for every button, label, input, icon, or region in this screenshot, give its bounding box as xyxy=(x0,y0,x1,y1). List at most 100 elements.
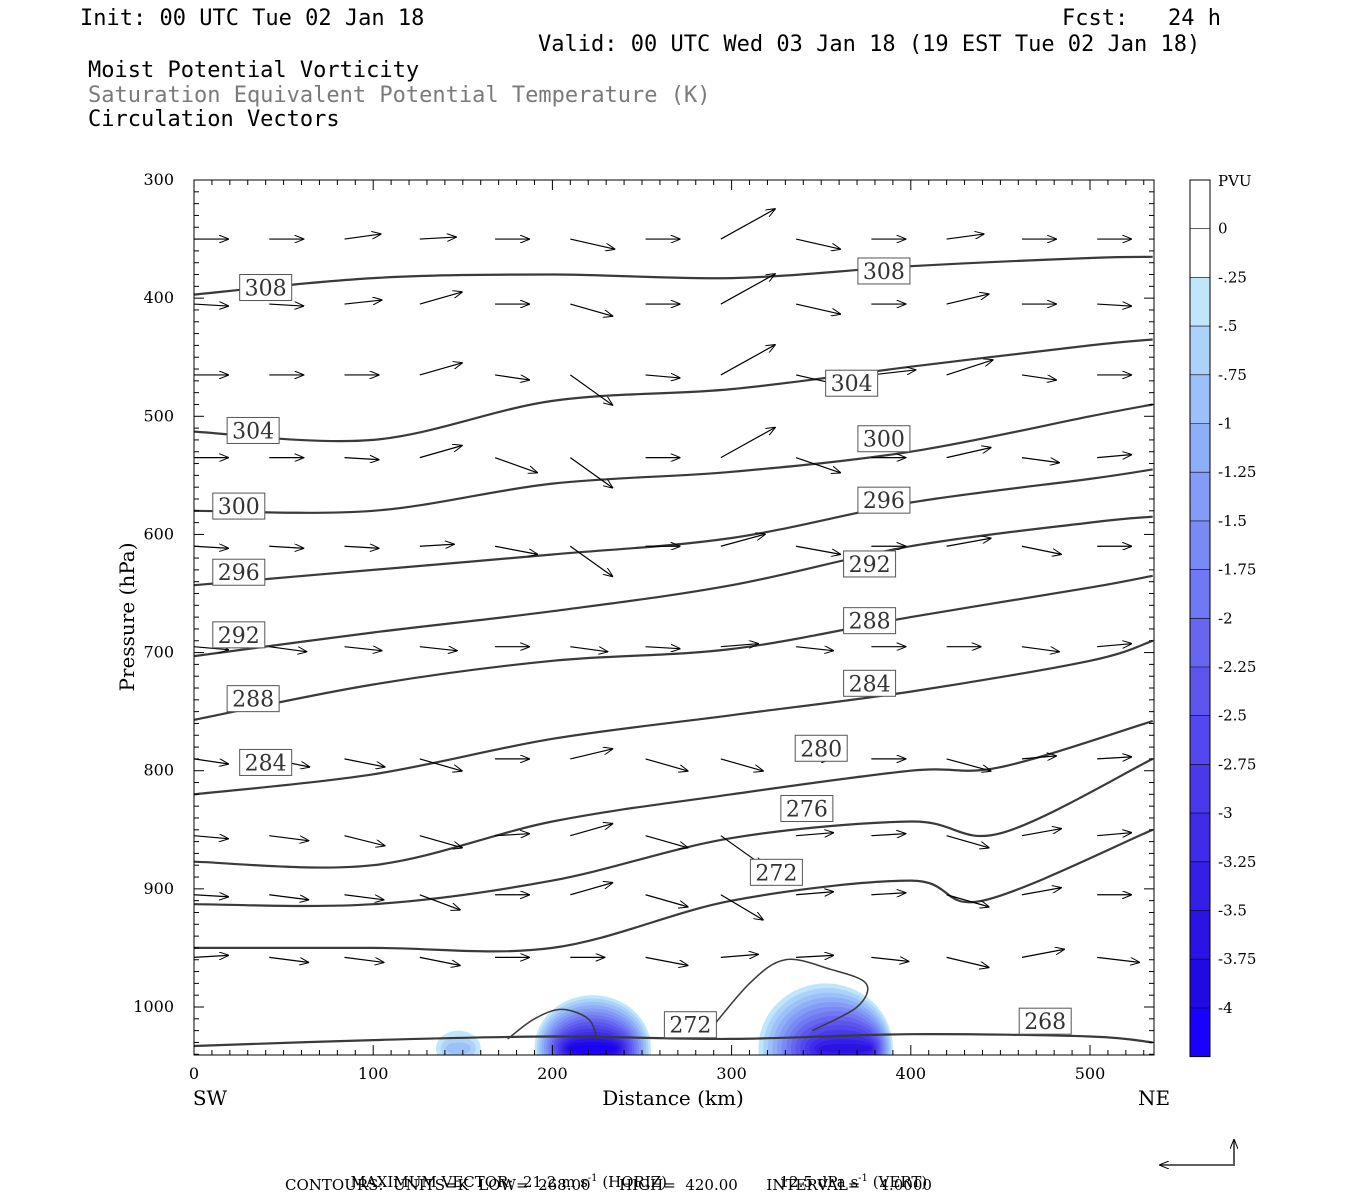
vector-7-6 xyxy=(645,835,688,848)
vector-6-12 xyxy=(1097,757,1131,759)
contour-label-box-288-0 xyxy=(226,685,280,713)
contour-line-276 xyxy=(194,757,1154,908)
horiz-label: (HORIZ) xyxy=(602,1173,668,1191)
theta-contours xyxy=(194,255,1154,1048)
vector-0-5 xyxy=(570,238,614,249)
vector-5-12 xyxy=(1097,644,1131,647)
colorbar-label-4: -1 xyxy=(1218,415,1233,433)
colorbar-swatch-6 xyxy=(1190,472,1210,521)
vector-1-12 xyxy=(1097,304,1131,306)
axis-ticks: 300 400 500 600 700 800 900 1000 0 100 200 300 400 50… xyxy=(133,170,1154,1083)
contour-label-box-280-0 xyxy=(794,734,848,762)
colorbar-label-8: -2 xyxy=(1218,609,1233,627)
contour-label-296-1: 296 xyxy=(863,489,905,514)
vector-6-3 xyxy=(419,758,462,771)
colorbar-label-9: -2.25 xyxy=(1218,658,1256,676)
contour-label-288-0: 288 xyxy=(232,688,274,713)
contour-label-box-276-0 xyxy=(780,795,834,823)
vector-4-10 xyxy=(946,538,991,547)
colorbar-label-12: -3 xyxy=(1218,804,1233,822)
vector-4-1 xyxy=(269,546,303,548)
contour-line-300 xyxy=(194,403,1153,514)
vector-7-12 xyxy=(1097,833,1131,836)
vert-label: (VERT) xyxy=(872,1173,928,1191)
vector-7-2 xyxy=(344,835,385,846)
colorbar-swatch-4 xyxy=(1190,374,1210,424)
x-tick-label-0: 0 xyxy=(189,1064,199,1083)
vector-2-4 xyxy=(494,374,529,380)
x-axis-label: Distance (km) xyxy=(602,1086,744,1110)
vector-7-0 xyxy=(193,836,228,839)
contour-line-288 xyxy=(194,574,1153,721)
contour-label-box-300-0 xyxy=(212,492,266,520)
vector-4-7 xyxy=(720,534,765,547)
contour-label-box-296-0 xyxy=(212,558,266,586)
colorbar-label-1: -.25 xyxy=(1218,268,1247,286)
y-tick-label-500: 500 xyxy=(143,406,174,425)
vector-3-12 xyxy=(1097,455,1131,458)
vector-3-4 xyxy=(494,457,537,473)
circulation-vectors xyxy=(193,209,1139,967)
contour-line-284 xyxy=(194,639,1154,796)
vector-9-1 xyxy=(269,956,308,962)
y-tick-label-800: 800 xyxy=(143,761,174,780)
y-tick-label-900: 900 xyxy=(143,879,174,898)
vector-9-3 xyxy=(419,956,460,965)
vector-5-3 xyxy=(419,647,457,651)
vector-8-9 xyxy=(871,893,905,895)
vector-7-4 xyxy=(495,834,529,836)
vector-2-6 xyxy=(645,375,680,378)
vector-8-8 xyxy=(796,892,833,895)
unit-sup-h: -1 xyxy=(587,1173,598,1184)
vector-0-8 xyxy=(795,238,840,249)
vector-9-6 xyxy=(645,956,688,965)
vector-4-5 xyxy=(569,545,612,576)
vector-5-1 xyxy=(269,646,306,652)
contour-label-box-292-0 xyxy=(212,621,266,649)
colorbar-swatch-17 xyxy=(1190,1007,1210,1057)
vector-7-10 xyxy=(946,835,989,848)
contour-line-272 xyxy=(194,828,1154,953)
max-vector-value-v: 12.5 dPa s xyxy=(779,1173,859,1191)
vector-0-2 xyxy=(344,234,381,240)
vector-8-10 xyxy=(946,894,989,907)
vector-7-11 xyxy=(1021,829,1061,837)
contour-label-308-0: 308 xyxy=(245,277,287,302)
colorbar-swatch-5 xyxy=(1190,423,1210,473)
colorbar-swatch-11 xyxy=(1190,715,1210,765)
vector-8-1 xyxy=(269,894,308,900)
vector-3-10 xyxy=(946,448,991,459)
contour-label-268-0: 268 xyxy=(1024,1010,1066,1035)
contour-label-box-284-1 xyxy=(843,669,897,697)
vector-6-7 xyxy=(720,758,763,771)
vector-8-2 xyxy=(344,894,384,900)
vector-5-11 xyxy=(1021,646,1059,652)
vector-5-6 xyxy=(645,647,680,649)
vector-7-3 xyxy=(419,835,462,848)
vector-9-11 xyxy=(1021,949,1064,958)
colorbar-label-15: -3.75 xyxy=(1218,950,1256,968)
vector-8-5 xyxy=(570,883,612,896)
vector-4-0 xyxy=(193,546,228,548)
vector-5-2 xyxy=(344,647,382,651)
colorbar-swatch-16 xyxy=(1190,959,1210,1008)
vector-4-8 xyxy=(796,545,840,554)
contour-lobe-0 xyxy=(507,1008,598,1040)
colorbar-label-16: -4 xyxy=(1218,999,1233,1017)
x-end-right: NE xyxy=(1138,1086,1170,1110)
contour-line-296 xyxy=(194,468,1153,587)
vector-7-1 xyxy=(269,835,308,841)
y-axis-label: Pressure (hPa) xyxy=(115,543,139,692)
colorbar-swatch-0 xyxy=(1190,180,1210,229)
valid-time: Valid: 00 UTC Wed 03 Jan 18 (19 EST Tue … xyxy=(538,32,1201,57)
contour-label-276-0: 276 xyxy=(786,798,828,823)
colorbar-label-10: -2.5 xyxy=(1218,707,1247,725)
colorbar-swatch-8 xyxy=(1190,569,1210,619)
contour-label-280-0: 280 xyxy=(800,737,842,762)
contour-label-284-0: 284 xyxy=(245,751,287,776)
contour-info: CONTOURS: UNITS=K LOW= 268.00 HIGH= 420.… xyxy=(285,1176,932,1194)
vector-5-7 xyxy=(720,644,758,647)
field-title-vectors: Circulation Vectors xyxy=(88,107,340,132)
max-vector-vert: 12.5 dPa s-1 (VERT) xyxy=(770,1159,928,1191)
contour-label-292-0: 292 xyxy=(218,624,260,649)
